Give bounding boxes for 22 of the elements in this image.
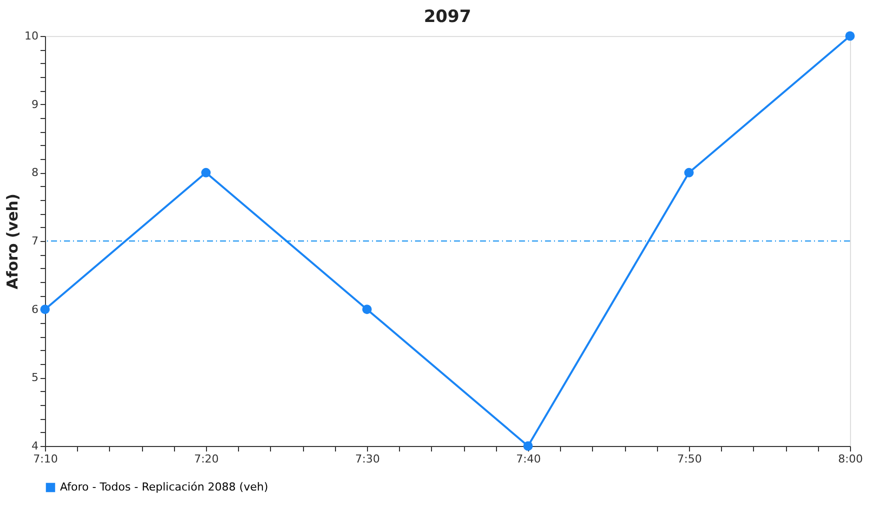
y-tick-label: 9 [32,98,38,111]
x-tick-label: 7:20 [194,452,219,466]
point [201,168,211,178]
x-tick-label: 7:10 [33,452,58,466]
x-tick-label: 8:00 [838,452,863,466]
y-tick-label: 8 [32,166,38,180]
y-tick-label: 5 [32,371,38,384]
point [362,304,372,314]
x-tick-label: 7:30 [355,452,380,466]
legend-label: Aforo - Todos - Replicación 2088 (veh) [60,480,268,494]
x-tick-label: 7:40 [516,452,541,466]
point [845,31,855,41]
chart-title: 2097 [424,7,472,27]
y-tick-label: 6 [32,302,38,316]
y-axis-title: Aforo (veh) [4,194,22,290]
y-tick-label: 10 [24,30,38,42]
x-tick-label: 7:50 [677,452,702,466]
y-tick-label: 4 [32,440,38,452]
point [684,168,694,178]
y-tick-label: 7 [32,234,38,248]
point [523,441,533,451]
point [40,304,50,314]
